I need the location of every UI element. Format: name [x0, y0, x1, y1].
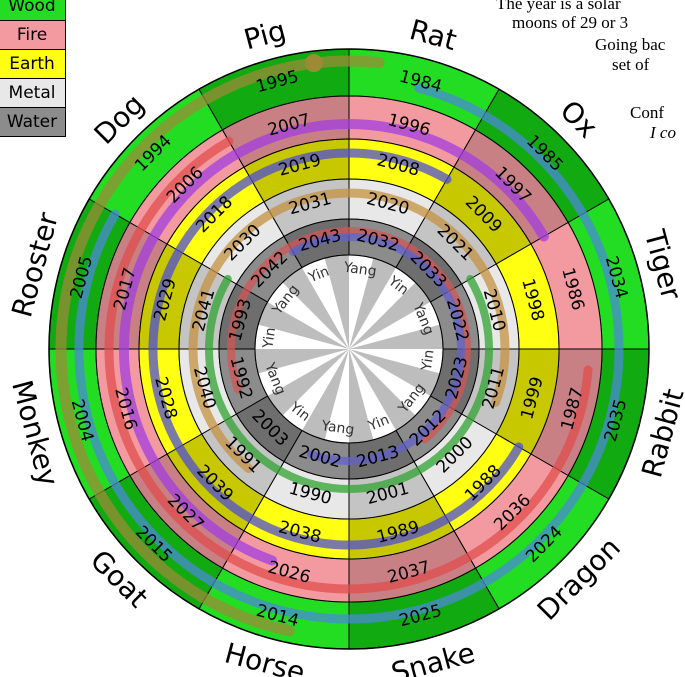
yang-wedge: [349, 349, 431, 416]
yinyang-label: Yang: [342, 259, 378, 280]
legend-fire: Fire: [0, 20, 66, 50]
animal-label: Rat: [406, 13, 460, 57]
yang-wedge: [349, 255, 374, 349]
yinyang-label: Yang: [319, 418, 355, 439]
yang-wedge: [349, 349, 396, 440]
animal-label: Pig: [240, 14, 289, 57]
yinyang-label: Yin: [419, 349, 438, 373]
cycle-arc: [289, 233, 465, 465]
yang-wedge: [255, 324, 349, 349]
cycle-arc: [205, 275, 493, 493]
yin-wedge: [258, 302, 349, 349]
yin-wedge: [302, 349, 349, 440]
note-line-1: The year is a solar: [496, 0, 621, 13]
element-legend: Wood Fire Earth Metal Water: [0, 0, 66, 137]
yin-wedge: [349, 349, 416, 431]
note-line-2: moons of 29 or 3: [512, 13, 629, 32]
yin-wedge: [349, 349, 440, 396]
cycle-arc: [104, 136, 593, 594]
yin-wedge: [349, 282, 431, 349]
yin-wedge: [349, 258, 396, 349]
cycle-arc: [148, 148, 524, 550]
yang-wedge: [267, 282, 349, 349]
cycle-arc: [74, 83, 624, 624]
wheel-outline: [48, 48, 650, 650]
note-line-4: set of: [612, 55, 650, 74]
yang-wedge: [324, 349, 349, 443]
yang-wedge: [349, 302, 440, 349]
legend-metal: Metal: [0, 78, 66, 108]
yinyang-outline: [254, 254, 444, 444]
cycle-arc: [55, 55, 385, 637]
note-line-3: Going bac: [595, 35, 666, 54]
yang-wedge: [349, 349, 443, 374]
yinyang-label: Yin: [305, 264, 331, 287]
cycle-arc: [119, 119, 549, 566]
animal-label: Tiger: [638, 226, 685, 304]
cycle-start-dot: [304, 54, 323, 73]
yang-wedge: [282, 349, 349, 431]
yin-wedge: [349, 324, 443, 349]
yinyang-label: Yin: [260, 326, 279, 350]
note-line-6: I co: [650, 123, 676, 142]
yang-wedge: [302, 258, 349, 349]
note-line-5: Conf: [630, 103, 664, 122]
yin-wedge: [267, 349, 349, 416]
yin-wedge: [255, 349, 349, 374]
yin-wedge: [349, 349, 374, 443]
yang-wedge: [349, 267, 416, 349]
yin-wedge: [282, 267, 349, 349]
cycle-arc: [188, 188, 510, 474]
yang-wedge: [258, 349, 349, 396]
yin-wedge: [324, 255, 349, 349]
yinyang-label: Yin: [365, 412, 391, 435]
legend-water: Water: [0, 107, 66, 137]
cycle-arc: [227, 227, 471, 444]
